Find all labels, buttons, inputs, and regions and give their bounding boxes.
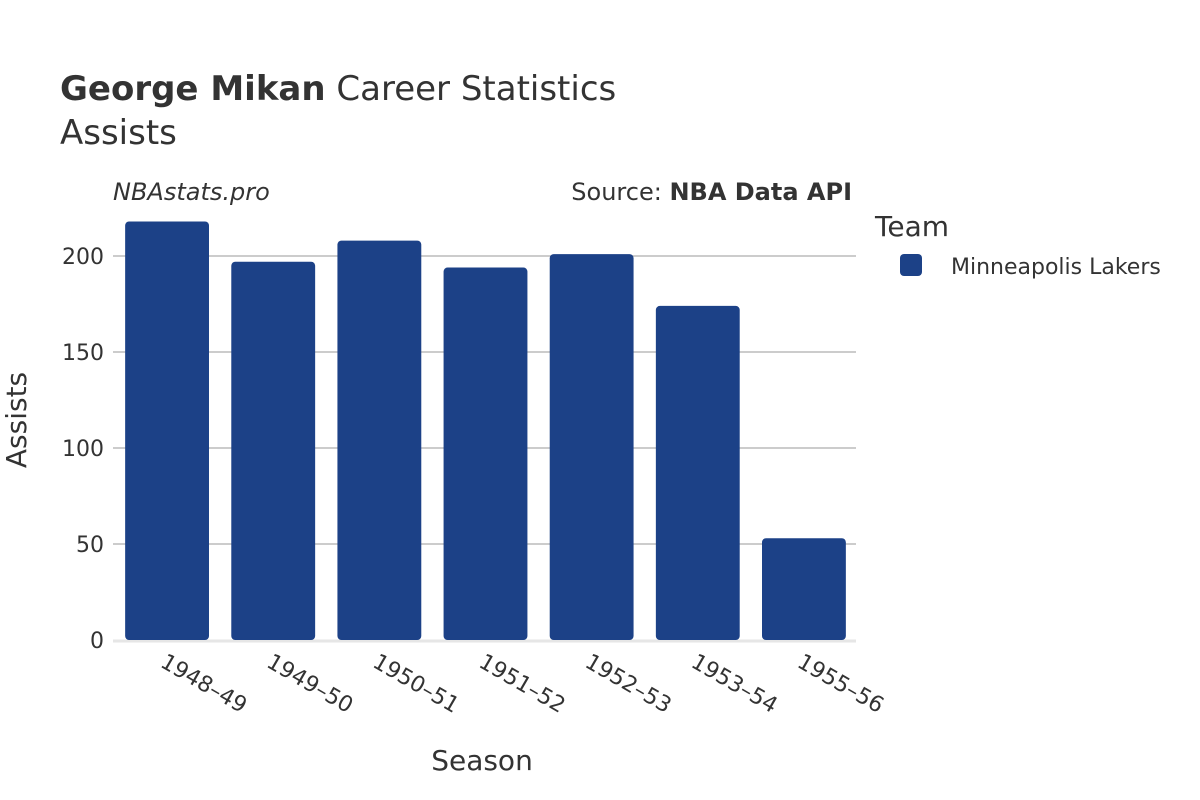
bar-1955–56[interactable] <box>762 538 846 640</box>
watermark: NBAstats.pro <box>113 178 270 206</box>
x-tick-label: 1953–54 <box>687 650 782 719</box>
x-tick-label: 1949–50 <box>262 650 357 719</box>
bar-1950–51[interactable] <box>337 240 422 640</box>
x-tick-label: 1952–53 <box>581 650 676 719</box>
chart-title-rest: Career Statistics <box>326 69 617 109</box>
bar-1951–52[interactable] <box>443 267 528 640</box>
x-tick-label: 1950–51 <box>368 650 463 719</box>
bar-1948–49[interactable] <box>125 221 209 640</box>
y-tick-label: 200 <box>62 245 104 270</box>
y-tick-labels: 0 50 100 150 200 <box>62 245 104 654</box>
x-tick-label: 1951–52 <box>475 650 570 719</box>
y-tick-label: 100 <box>62 437 104 462</box>
source-prefix: Source: <box>571 178 669 206</box>
y-tick-label: 150 <box>62 341 104 366</box>
y-axis-title: Assists <box>0 372 33 468</box>
x-tick-label: 1948–49 <box>156 650 251 719</box>
legend[interactable]: Minneapolis Lakers <box>900 254 1161 280</box>
legend-swatch <box>900 254 922 276</box>
legend-title: Team <box>874 210 949 243</box>
y-tick-label: 50 <box>76 533 104 558</box>
y-tick-label: 0 <box>90 629 104 654</box>
source-name: NBA Data API <box>669 178 852 206</box>
bar-1953–54[interactable] <box>655 305 740 640</box>
x-tick-labels: 1948–49 1949–50 1950–51 1951–52 1952–53 1953–… <box>156 650 888 719</box>
source-note: Source: NBA Data API <box>571 178 852 206</box>
bars <box>125 221 846 640</box>
x-tick-label: 1955–56 <box>793 650 888 719</box>
legend-item-label: Minneapolis Lakers <box>951 255 1161 280</box>
bar-1949–50[interactable] <box>231 261 316 640</box>
chart-subtitle: Assists <box>60 113 177 153</box>
x-axis-title: Season <box>431 744 533 777</box>
chart-title-player: George Mikan <box>60 69 326 109</box>
chart-title: George Mikan Career Statistics <box>60 69 616 109</box>
bar-1952–53[interactable] <box>549 254 634 640</box>
